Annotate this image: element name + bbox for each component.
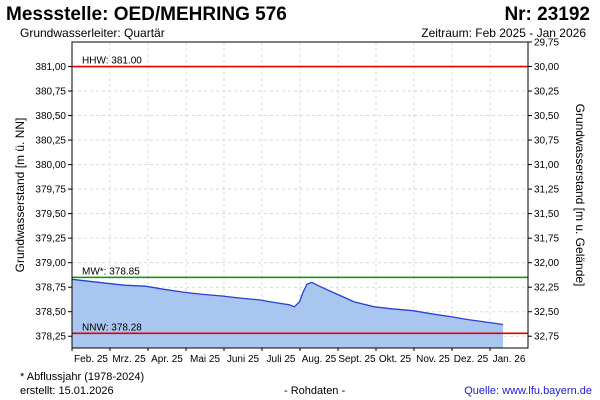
y-tick-label-left: 378,50 bbox=[35, 307, 66, 318]
x-tick-label: Juli 25 bbox=[267, 354, 296, 365]
period-label: Zeitraum: Feb 2025 - Jan 2026 bbox=[421, 26, 586, 40]
y-tick-label-right: 32,50 bbox=[534, 307, 559, 318]
y-tick-label-left: 380,75 bbox=[35, 87, 66, 98]
footnote-mean: * Abflussjahr (1978-2024) bbox=[20, 371, 145, 383]
x-tick-label: Juni 25 bbox=[227, 354, 260, 365]
page-title: Messstelle: OED/MEHRING 576 bbox=[6, 4, 287, 25]
y-tick-label-right: 29,75 bbox=[534, 38, 559, 49]
y-tick-label-right: 31,25 bbox=[534, 185, 559, 196]
y-tick-label-left: 380,50 bbox=[35, 111, 66, 122]
x-tick-label: Okt. 25 bbox=[379, 354, 412, 365]
series-line bbox=[71, 278, 504, 326]
x-tick-label: Sept. 25 bbox=[338, 354, 376, 365]
y-tick-label-right: 32,00 bbox=[534, 258, 559, 269]
reference-label-nnw: NNW: 378.28 bbox=[82, 322, 142, 333]
reference-label-hhw: HHW: 381.00 bbox=[82, 56, 142, 67]
y-tick-label-left: 379,75 bbox=[35, 185, 66, 196]
y-tick-label-left: 378,75 bbox=[35, 283, 66, 294]
y-tick-label-right: 31,75 bbox=[534, 234, 559, 245]
raw-data-note: - Rohdaten - bbox=[284, 385, 346, 397]
x-tick-label: Nov. 25 bbox=[416, 354, 450, 365]
aquifer-label: Grundwasserleiter: Quartär bbox=[20, 26, 165, 40]
x-tick-label: Aug. 25 bbox=[302, 354, 337, 365]
x-tick-label: Dez. 25 bbox=[454, 354, 489, 365]
reference-label-mw: MW*: 378.85 bbox=[82, 266, 140, 277]
y-tick-label-right: 30,25 bbox=[534, 87, 559, 98]
y-tick-label-right: 31,00 bbox=[534, 160, 559, 171]
y-tick-label-left: 380,00 bbox=[35, 160, 66, 171]
y-tick-label-left: 381,00 bbox=[35, 62, 66, 73]
y-tick-label-left: 379,50 bbox=[35, 209, 66, 220]
y-axis-label-right: Grundwasserstand [m u. Gelände] bbox=[573, 104, 587, 287]
x-tick-label: Jan. 26 bbox=[493, 354, 526, 365]
source-link[interactable]: Quelle: www.lfu.bayern.de bbox=[464, 385, 592, 397]
station-number: Nr: 23192 bbox=[504, 4, 590, 25]
series-area-fill bbox=[72, 279, 503, 348]
y-tick-label-left: 379,00 bbox=[35, 258, 66, 269]
y-tick-label-right: 30,75 bbox=[534, 136, 559, 147]
x-tick-label: Mrz. 25 bbox=[112, 354, 146, 365]
y-tick-label-left: 379,25 bbox=[35, 234, 66, 245]
y-tick-label-right: 32,25 bbox=[534, 283, 559, 294]
y-tick-label-left: 380,25 bbox=[35, 136, 66, 147]
y-axis-label-left: Grundwasserstand [m ü. NN] bbox=[13, 118, 27, 273]
x-tick-label: Apr. 25 bbox=[151, 354, 183, 365]
x-tick-label: Mai 25 bbox=[190, 354, 220, 365]
y-tick-label-right: 32,75 bbox=[534, 332, 559, 343]
y-tick-label-right: 31,50 bbox=[534, 209, 559, 220]
y-tick-label-right: 30,50 bbox=[534, 111, 559, 122]
y-tick-label-right: 30,00 bbox=[534, 62, 559, 73]
created-date: erstellt: 15.01.2026 bbox=[20, 385, 114, 397]
x-tick-label: Feb. 25 bbox=[74, 354, 108, 365]
y-tick-label-left: 378,25 bbox=[35, 332, 66, 343]
